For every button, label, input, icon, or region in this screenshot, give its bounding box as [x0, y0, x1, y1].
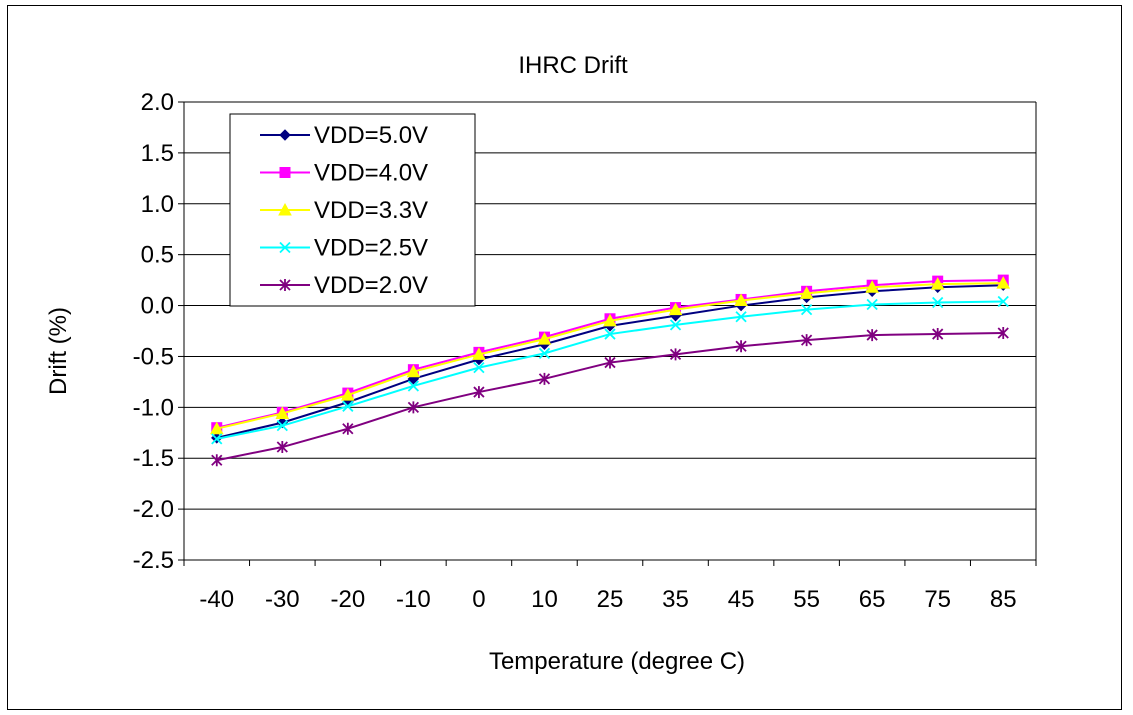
y-tick-label: -1.0 [133, 394, 174, 421]
data-point [209, 421, 224, 435]
x-tick-label: 45 [728, 586, 755, 613]
data-point [799, 286, 814, 299]
x-tick-label: -10 [396, 586, 431, 613]
data-point [276, 420, 288, 432]
data-point [932, 296, 944, 309]
x-tick-label: 10 [531, 586, 558, 613]
legend-entry: VDD=2.5V [260, 235, 428, 262]
data-point [406, 364, 421, 378]
data-point [211, 433, 223, 445]
line-chart: IHRC Drift Temperature (degree C) Drift … [45, 52, 1037, 675]
x-tick-label: 75 [924, 586, 951, 613]
y-tick-label: 2.0 [141, 89, 174, 116]
data-point [275, 406, 290, 419]
x-tick-label: 0 [472, 586, 485, 613]
data-point [735, 340, 747, 353]
y-tick-label: 1.0 [141, 191, 174, 218]
legend-label: VDD=2.0V [314, 272, 428, 299]
legend-entry: VDD=2.0V [260, 272, 428, 299]
data-point [603, 313, 617, 327]
legend-marker [279, 279, 291, 291]
data-point [537, 332, 552, 345]
data-point [211, 454, 223, 467]
data-point [668, 302, 683, 316]
axes: 2.0 1.5 1.0 0.5 0.0 -0.5 -1.0 -1.5 -2.0 -2.5 -40 -3… [133, 89, 1037, 613]
data-point [866, 329, 878, 342]
data-point [735, 311, 747, 323]
legend-label: VDD=3.3V [314, 197, 428, 224]
series-lines [209, 274, 1011, 467]
data-point [472, 347, 486, 360]
legend-label: VDD=5.0V [314, 122, 428, 149]
legend-marker [278, 202, 292, 216]
data-point [473, 386, 485, 399]
legend-marker [279, 129, 291, 141]
legend: VDD=5.0V VDD=4.0V VDD=3.3V VDD=2.5V VDD=2.0V [229, 113, 476, 307]
y-tick-label: 1.5 [141, 140, 174, 167]
data-point [800, 334, 813, 347]
chart-frame: IHRC Drift Temperature (degree C) Drift … [7, 5, 1122, 710]
x-tick-label: -30 [265, 586, 300, 613]
y-tick-label: -0.5 [133, 343, 174, 370]
series-3 [211, 295, 1009, 445]
data-point [932, 328, 944, 341]
data-point [473, 362, 485, 374]
data-point [930, 277, 945, 290]
legend-marker [279, 241, 291, 254]
data-point [866, 298, 878, 311]
x-axis-title: Temperature (degree C) [489, 648, 745, 675]
data-point [865, 280, 879, 293]
data-point [604, 356, 616, 369]
x-tick-label: 25 [597, 586, 624, 613]
data-point [669, 319, 682, 331]
x-tick-label: 65 [859, 586, 886, 613]
data-point [407, 380, 420, 392]
data-point [996, 276, 1011, 289]
legend-label: VDD=2.5V [314, 235, 428, 262]
data-point [538, 347, 551, 360]
series-2 [209, 276, 1011, 435]
data-point [669, 348, 682, 361]
data-point [604, 328, 616, 340]
data-point [997, 327, 1009, 340]
x-tick-label: 85 [990, 586, 1017, 613]
legend-entry: VDD=3.3V [260, 197, 428, 224]
series-4 [211, 327, 1009, 467]
chart-title: IHRC Drift [518, 52, 628, 79]
data-point [997, 295, 1009, 308]
data-point [341, 388, 355, 401]
x-tick-label: 35 [662, 586, 689, 613]
y-tick-label: 0.0 [141, 293, 174, 320]
data-point [538, 372, 551, 385]
x-tick-label: -20 [331, 586, 366, 613]
legend-label: VDD=4.0V [314, 160, 428, 187]
legend-marker [279, 167, 291, 178]
data-point [407, 401, 420, 414]
x-tick-label: -40 [199, 586, 234, 613]
data-point [342, 400, 354, 412]
y-tick-label: 0.5 [141, 242, 174, 269]
data-point [734, 293, 748, 306]
y-axis-title: Drift (%) [45, 307, 72, 395]
y-tick-label: -2.0 [133, 496, 174, 523]
data-point [276, 441, 288, 454]
legend-entry: VDD=4.0V [260, 160, 428, 187]
data-point [342, 422, 354, 435]
data-point [800, 303, 813, 316]
y-tick-label: -2.5 [133, 547, 174, 574]
legend-entry: VDD=5.0V [260, 122, 428, 149]
x-tick-label: 55 [793, 586, 820, 613]
y-tick-label: -1.5 [133, 445, 174, 472]
